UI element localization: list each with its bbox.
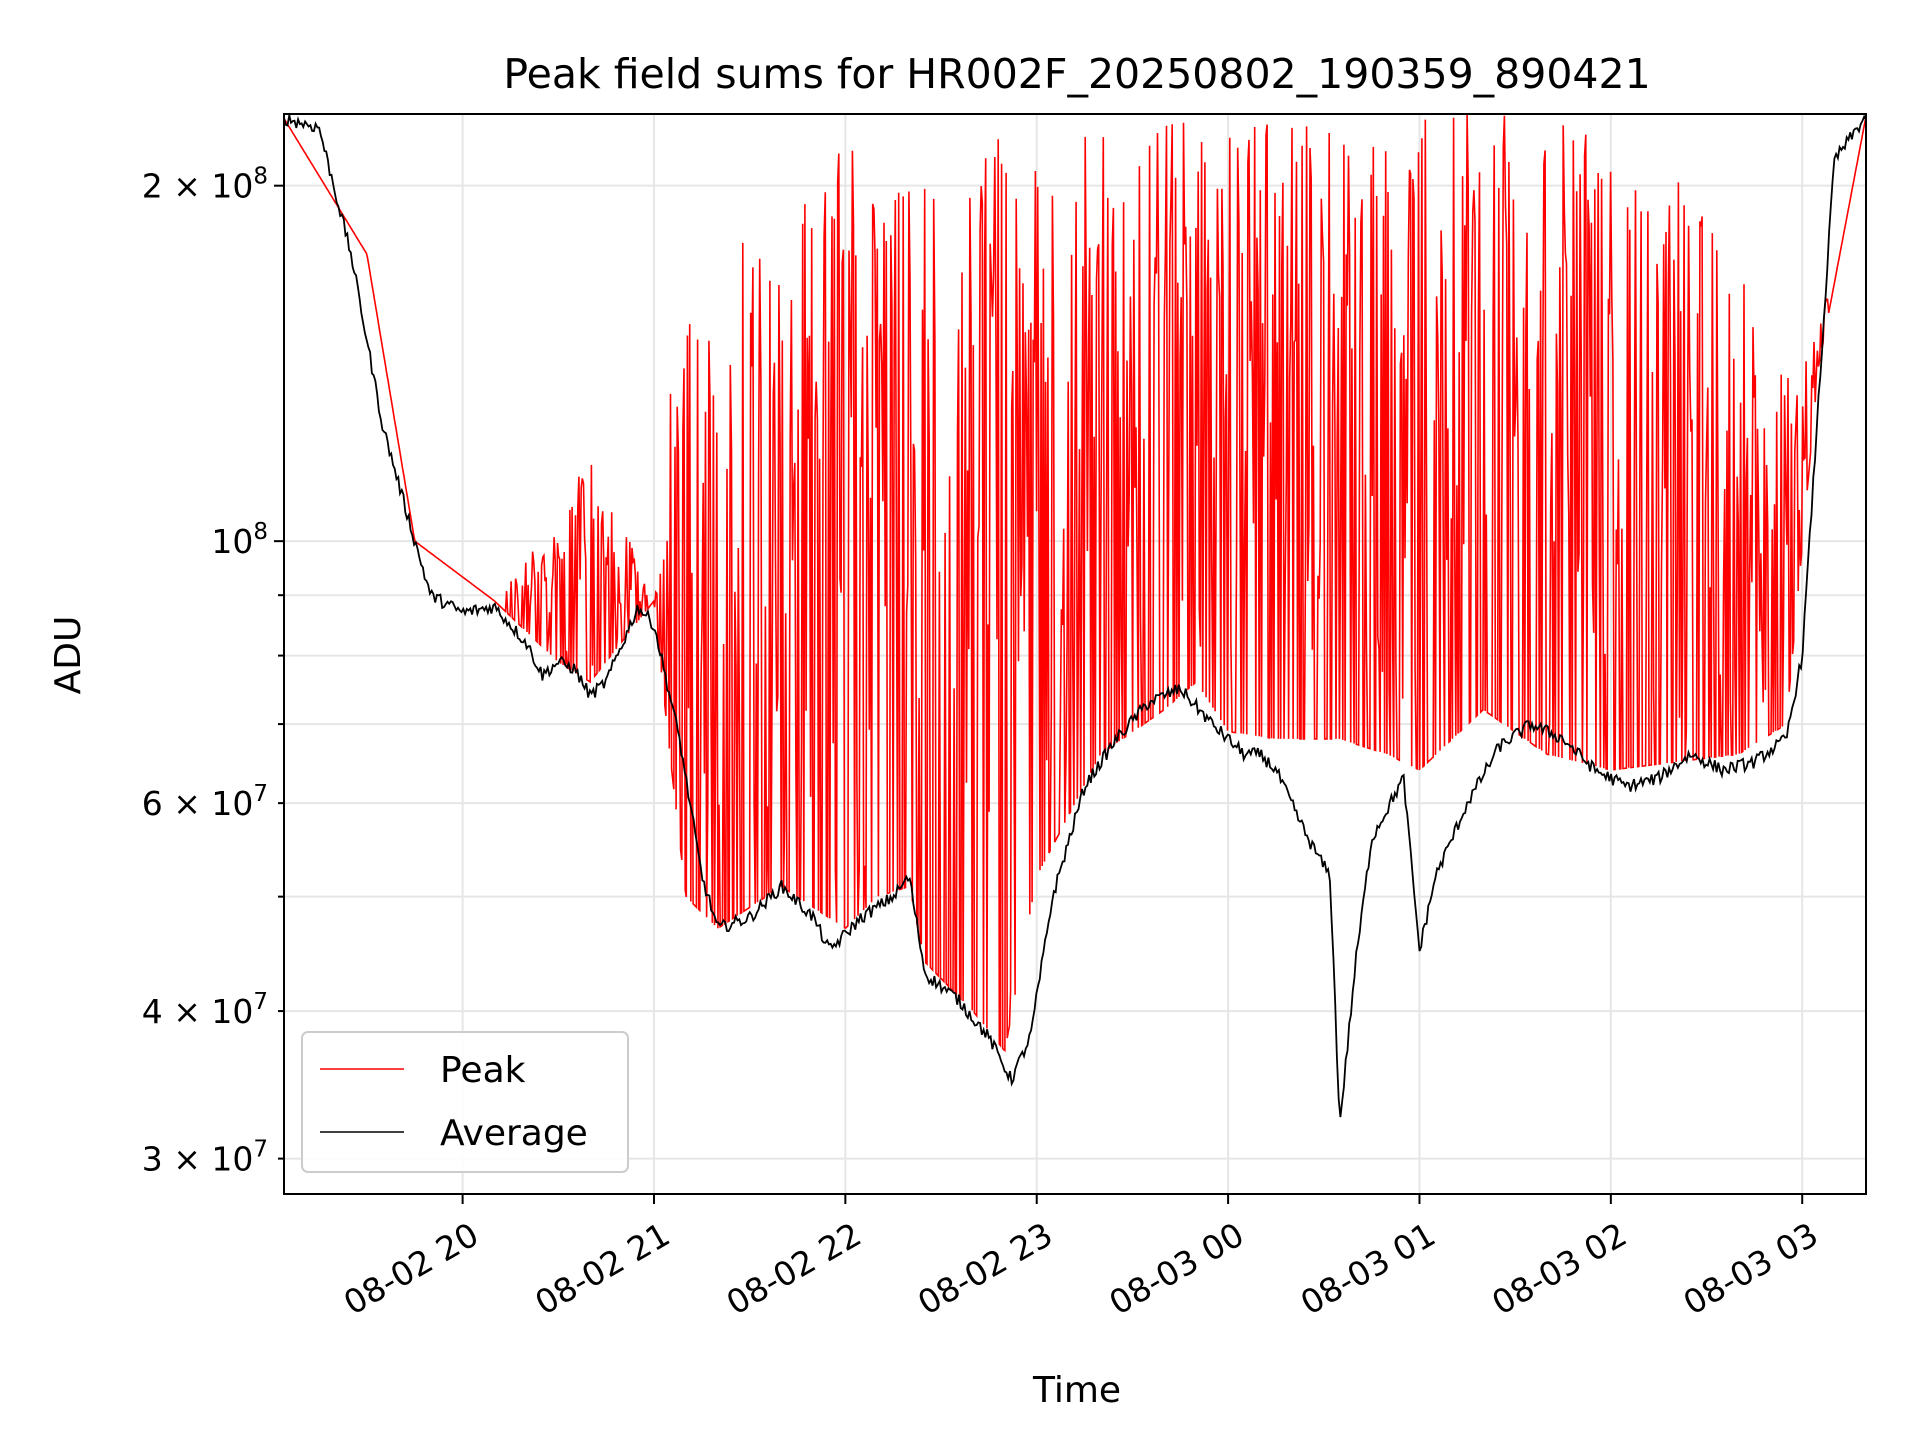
- y-tick-label: 4 × 107: [142, 989, 268, 1031]
- legend-box: [301, 1031, 629, 1173]
- y-tick-label: 108: [211, 519, 268, 561]
- y-tick-label: 2 × 108: [142, 164, 268, 206]
- plot-frame: [283, 113, 1867, 1195]
- series-line-average: [284, 114, 1866, 1118]
- legend-label-average: Average: [440, 1113, 588, 1154]
- legend-label-peak: Peak: [440, 1050, 526, 1091]
- series-area: [284, 114, 1866, 1118]
- legend: Peak Average: [301, 1031, 629, 1173]
- x-axis-label: Time: [1032, 1370, 1121, 1411]
- series-line-peak: [284, 114, 1866, 1052]
- y-tick-label: 3 × 107: [142, 1137, 268, 1179]
- y-tick-label: 6 × 107: [142, 781, 268, 823]
- y-axis-label: ADU: [48, 616, 89, 695]
- chart-title: Peak field sums for HR002F_20250802_1903…: [503, 50, 1650, 98]
